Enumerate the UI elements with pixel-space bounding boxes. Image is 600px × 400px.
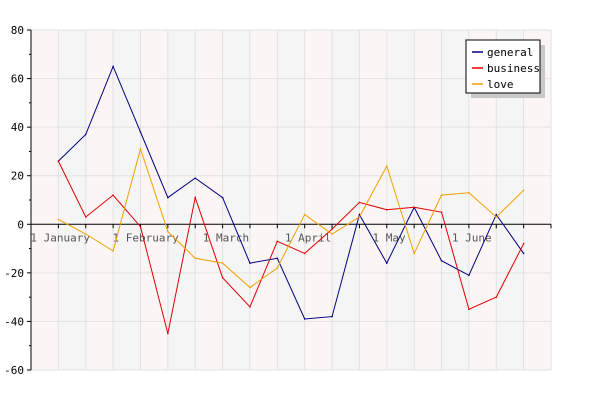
grid-band bbox=[332, 30, 360, 370]
data-point-love bbox=[194, 257, 197, 260]
data-point-business bbox=[522, 242, 525, 245]
y-tick-label: 20 bbox=[11, 170, 24, 183]
legend-label-business: business bbox=[487, 62, 540, 75]
data-point-business bbox=[385, 208, 388, 211]
data-point-love bbox=[331, 233, 333, 235]
data-point-general bbox=[331, 315, 333, 318]
grid-band bbox=[304, 30, 333, 370]
data-point-business bbox=[194, 196, 197, 199]
data-point-business bbox=[276, 240, 279, 243]
legend: general business love bbox=[465, 39, 545, 98]
legend-label-general: general bbox=[487, 46, 533, 59]
data-point-love bbox=[84, 233, 87, 235]
data-point-business bbox=[167, 332, 169, 335]
y-tick-label: 60 bbox=[11, 73, 24, 86]
series-line-business bbox=[57, 160, 525, 334]
data-point-general bbox=[112, 65, 114, 68]
legend-label-love: love bbox=[487, 78, 514, 91]
series-lines bbox=[57, 65, 525, 335]
data-point-business bbox=[84, 216, 87, 218]
data-point-business bbox=[139, 225, 142, 228]
grid-band bbox=[58, 30, 86, 370]
data-point-general bbox=[276, 257, 279, 260]
data-point-general bbox=[194, 177, 197, 179]
data-point-love bbox=[413, 252, 415, 255]
grid-band bbox=[140, 30, 168, 370]
data-point-general bbox=[495, 213, 498, 216]
y-tick-label: 40 bbox=[11, 121, 24, 134]
data-point-general bbox=[522, 252, 525, 255]
data-point-business bbox=[303, 252, 306, 255]
data-point-general bbox=[385, 262, 388, 264]
data-point-general bbox=[221, 196, 224, 199]
data-point-business bbox=[331, 228, 333, 230]
data-point-love bbox=[167, 230, 169, 233]
grid-band bbox=[414, 30, 442, 370]
y-tick-label: 0 bbox=[17, 218, 24, 231]
grid-band bbox=[167, 30, 196, 370]
data-point-business bbox=[495, 296, 498, 298]
y-tick-label: 80 bbox=[11, 24, 24, 37]
grid-lines bbox=[31, 29, 552, 371]
data-point-general bbox=[468, 274, 470, 277]
y-tick-label: -40 bbox=[4, 315, 24, 328]
data-point-love bbox=[57, 218, 60, 221]
data-point-business bbox=[57, 160, 60, 162]
data-point-business bbox=[440, 211, 443, 213]
data-point-business bbox=[413, 206, 415, 209]
data-point-love bbox=[358, 216, 361, 218]
y-tick-label: -20 bbox=[4, 267, 24, 280]
series-line-love bbox=[58, 147, 524, 289]
data-point-love bbox=[385, 165, 388, 167]
grid-band bbox=[222, 30, 250, 370]
grid-band bbox=[31, 30, 59, 370]
grid-band bbox=[249, 30, 278, 370]
data-point-general bbox=[440, 259, 443, 262]
data-point-business bbox=[221, 276, 224, 279]
data-point-love bbox=[112, 250, 114, 252]
data-point-business bbox=[249, 306, 251, 308]
y-tick-label: -60 bbox=[4, 364, 24, 377]
data-point-love bbox=[303, 213, 306, 216]
grid-band bbox=[386, 30, 415, 370]
x-tick-label: 1 February bbox=[112, 231, 179, 244]
grid-band bbox=[441, 30, 469, 370]
data-point-love bbox=[440, 194, 443, 196]
grid-band bbox=[277, 30, 305, 370]
grid-band bbox=[195, 30, 223, 370]
data-point-general bbox=[139, 131, 142, 133]
data-point-business bbox=[112, 194, 114, 196]
x-tick-label: 1 March bbox=[203, 231, 249, 244]
data-point-business bbox=[358, 201, 361, 204]
data-point-love bbox=[468, 191, 470, 194]
data-point-business bbox=[468, 308, 470, 311]
data-point-general bbox=[84, 133, 87, 136]
x-tick-label: 1 January bbox=[30, 231, 90, 244]
grid-band bbox=[85, 30, 114, 370]
data-point-general bbox=[249, 262, 251, 264]
data-point-love bbox=[139, 148, 142, 150]
data-point-love bbox=[221, 262, 224, 264]
data-point-general bbox=[358, 213, 361, 216]
data-point-love bbox=[249, 286, 251, 289]
grid-band bbox=[359, 30, 387, 370]
data-point-general bbox=[303, 318, 306, 320]
x-tick-label: 1 April bbox=[285, 231, 331, 244]
background-bands bbox=[31, 30, 551, 370]
x-tick-label: 1 June bbox=[452, 231, 492, 244]
series-line-general bbox=[58, 65, 525, 320]
data-point-love bbox=[276, 267, 279, 269]
y-axis-ticks: -60 -40 -20 0 20 40 60 80 bbox=[4, 24, 31, 377]
data-point-general bbox=[167, 196, 169, 199]
data-point-love bbox=[522, 189, 525, 192]
data-point-love bbox=[495, 216, 498, 218]
